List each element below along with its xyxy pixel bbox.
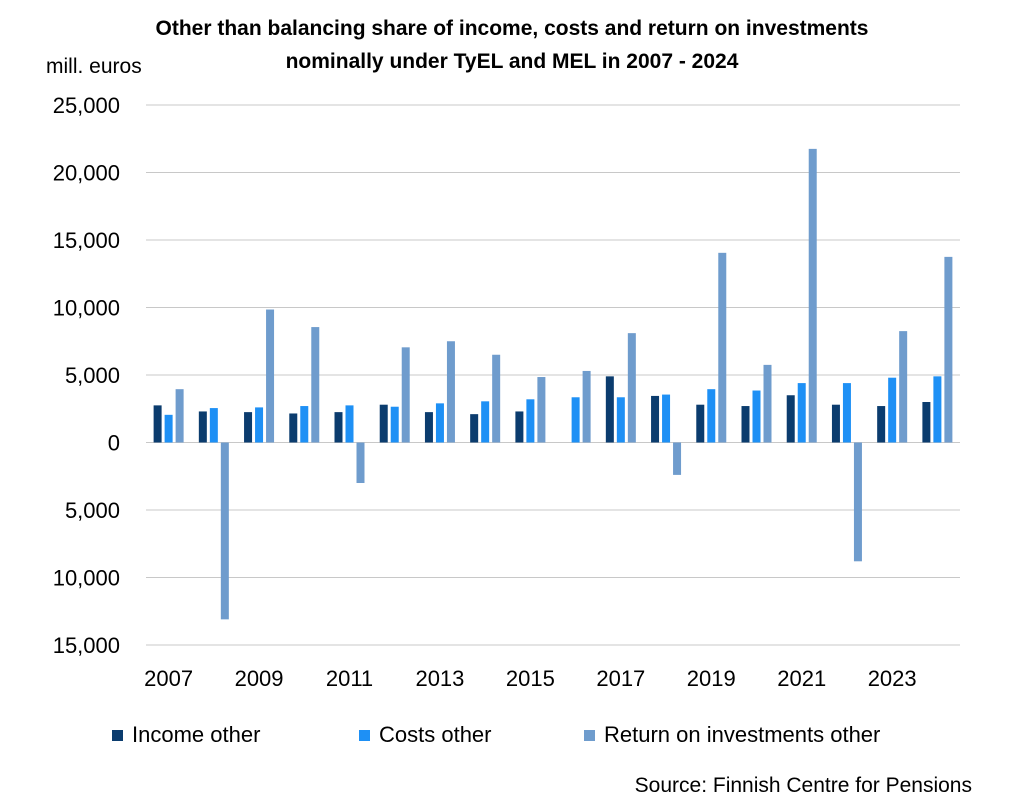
bar [446, 341, 455, 443]
bar [289, 413, 298, 443]
bar [922, 402, 931, 443]
bar [808, 148, 817, 443]
legend-label-costs-other: Costs other [379, 722, 492, 747]
legend-item-return-on-investments-other: Return on investments other [584, 722, 880, 748]
bar [582, 370, 591, 443]
bars [153, 148, 953, 620]
x-tick-label: 2017 [596, 666, 645, 691]
chart-title-line-2: nominally under TyEL and MEL in 2007 - 2… [285, 50, 739, 73]
bar [470, 414, 479, 443]
bar [616, 397, 625, 443]
gridlines [146, 104, 960, 646]
bar [492, 354, 501, 443]
legend-item-income-other: Income other [112, 722, 260, 748]
legend-label-return-on-investments-other: Return on investments other [604, 722, 881, 747]
bar [842, 383, 851, 443]
bar [797, 383, 806, 443]
bar [401, 347, 410, 443]
bar [899, 331, 908, 443]
bar [831, 404, 840, 443]
bar [198, 411, 207, 443]
bar [707, 389, 716, 443]
bar [933, 376, 942, 443]
y-tick-label: 5,000 [65, 363, 120, 388]
bar [752, 390, 761, 443]
legend-swatch-income-other [112, 729, 123, 741]
bar [605, 376, 614, 443]
bar [718, 252, 727, 443]
bar [571, 397, 580, 443]
bar [356, 442, 365, 483]
y-tick-label: 10,000 [53, 566, 120, 591]
x-axis-ticks: 2007 2009 2011 2013 2015 2017 2019 2021 2023 [144, 666, 917, 691]
bar [311, 327, 320, 443]
bar [209, 408, 218, 443]
bar [255, 407, 264, 443]
x-tick-label: 2007 [144, 666, 193, 691]
bar [763, 364, 772, 443]
y-tick-label: 5,000 [65, 498, 120, 523]
legend-label-income-other: Income other [132, 722, 261, 747]
bar [888, 377, 897, 443]
source-note: Source: Finnish Centre for Pensions [634, 774, 972, 797]
bar [651, 395, 660, 443]
y-axis-ticks: 25,000 20,000 15,000 10,000 5,000 0 5,000 10,00… [53, 93, 120, 658]
bar [786, 395, 795, 443]
x-tick-label: 2019 [687, 666, 736, 691]
x-tick-label: 2013 [415, 666, 464, 691]
legend-item-costs-other: Costs other [359, 722, 492, 748]
bar [741, 406, 750, 443]
bar [673, 442, 682, 475]
bar [220, 442, 229, 620]
bar [153, 405, 162, 443]
y-tick-label: 15,000 [53, 228, 120, 253]
y-tick-label: 20,000 [53, 161, 120, 186]
legend-swatch-costs-other [359, 729, 370, 741]
legend-swatch-return-on-investments-other [584, 729, 595, 741]
bar [877, 406, 886, 443]
x-tick-label: 2011 [326, 666, 373, 691]
bar [300, 406, 309, 443]
bar [390, 406, 399, 443]
chart-title-line-1: Other than balancing share of income, co… [155, 17, 869, 40]
bar [244, 412, 253, 443]
bar [379, 404, 388, 443]
y-axis-unit-label: mill. euros [46, 55, 142, 78]
legend: Income other Costs other Return on inves… [0, 722, 1024, 752]
bar [345, 405, 354, 443]
y-tick-label: 15,000 [53, 633, 120, 658]
bar [175, 389, 184, 443]
bar [334, 412, 343, 443]
y-tick-label: 0 [108, 431, 120, 456]
y-tick-label: 25,000 [53, 93, 120, 118]
x-tick-label: 2023 [868, 666, 917, 691]
bar [696, 404, 705, 443]
bar [853, 442, 862, 562]
x-tick-label: 2015 [506, 666, 555, 691]
bar-chart: 25,000 20,000 15,000 10,000 5,000 0 5,000 10,00… [53, 93, 960, 691]
bar [424, 412, 433, 443]
bar [662, 394, 671, 443]
bar [526, 399, 535, 443]
bar [164, 414, 173, 443]
y-tick-label: 10,000 [53, 296, 120, 321]
bar [944, 256, 953, 443]
bar [627, 333, 636, 443]
x-tick-label: 2021 [777, 666, 826, 691]
x-tick-label: 2009 [235, 666, 284, 691]
bar [435, 403, 444, 443]
bar [537, 377, 546, 443]
bar [515, 411, 524, 443]
bar [266, 309, 275, 443]
bar [481, 401, 490, 443]
